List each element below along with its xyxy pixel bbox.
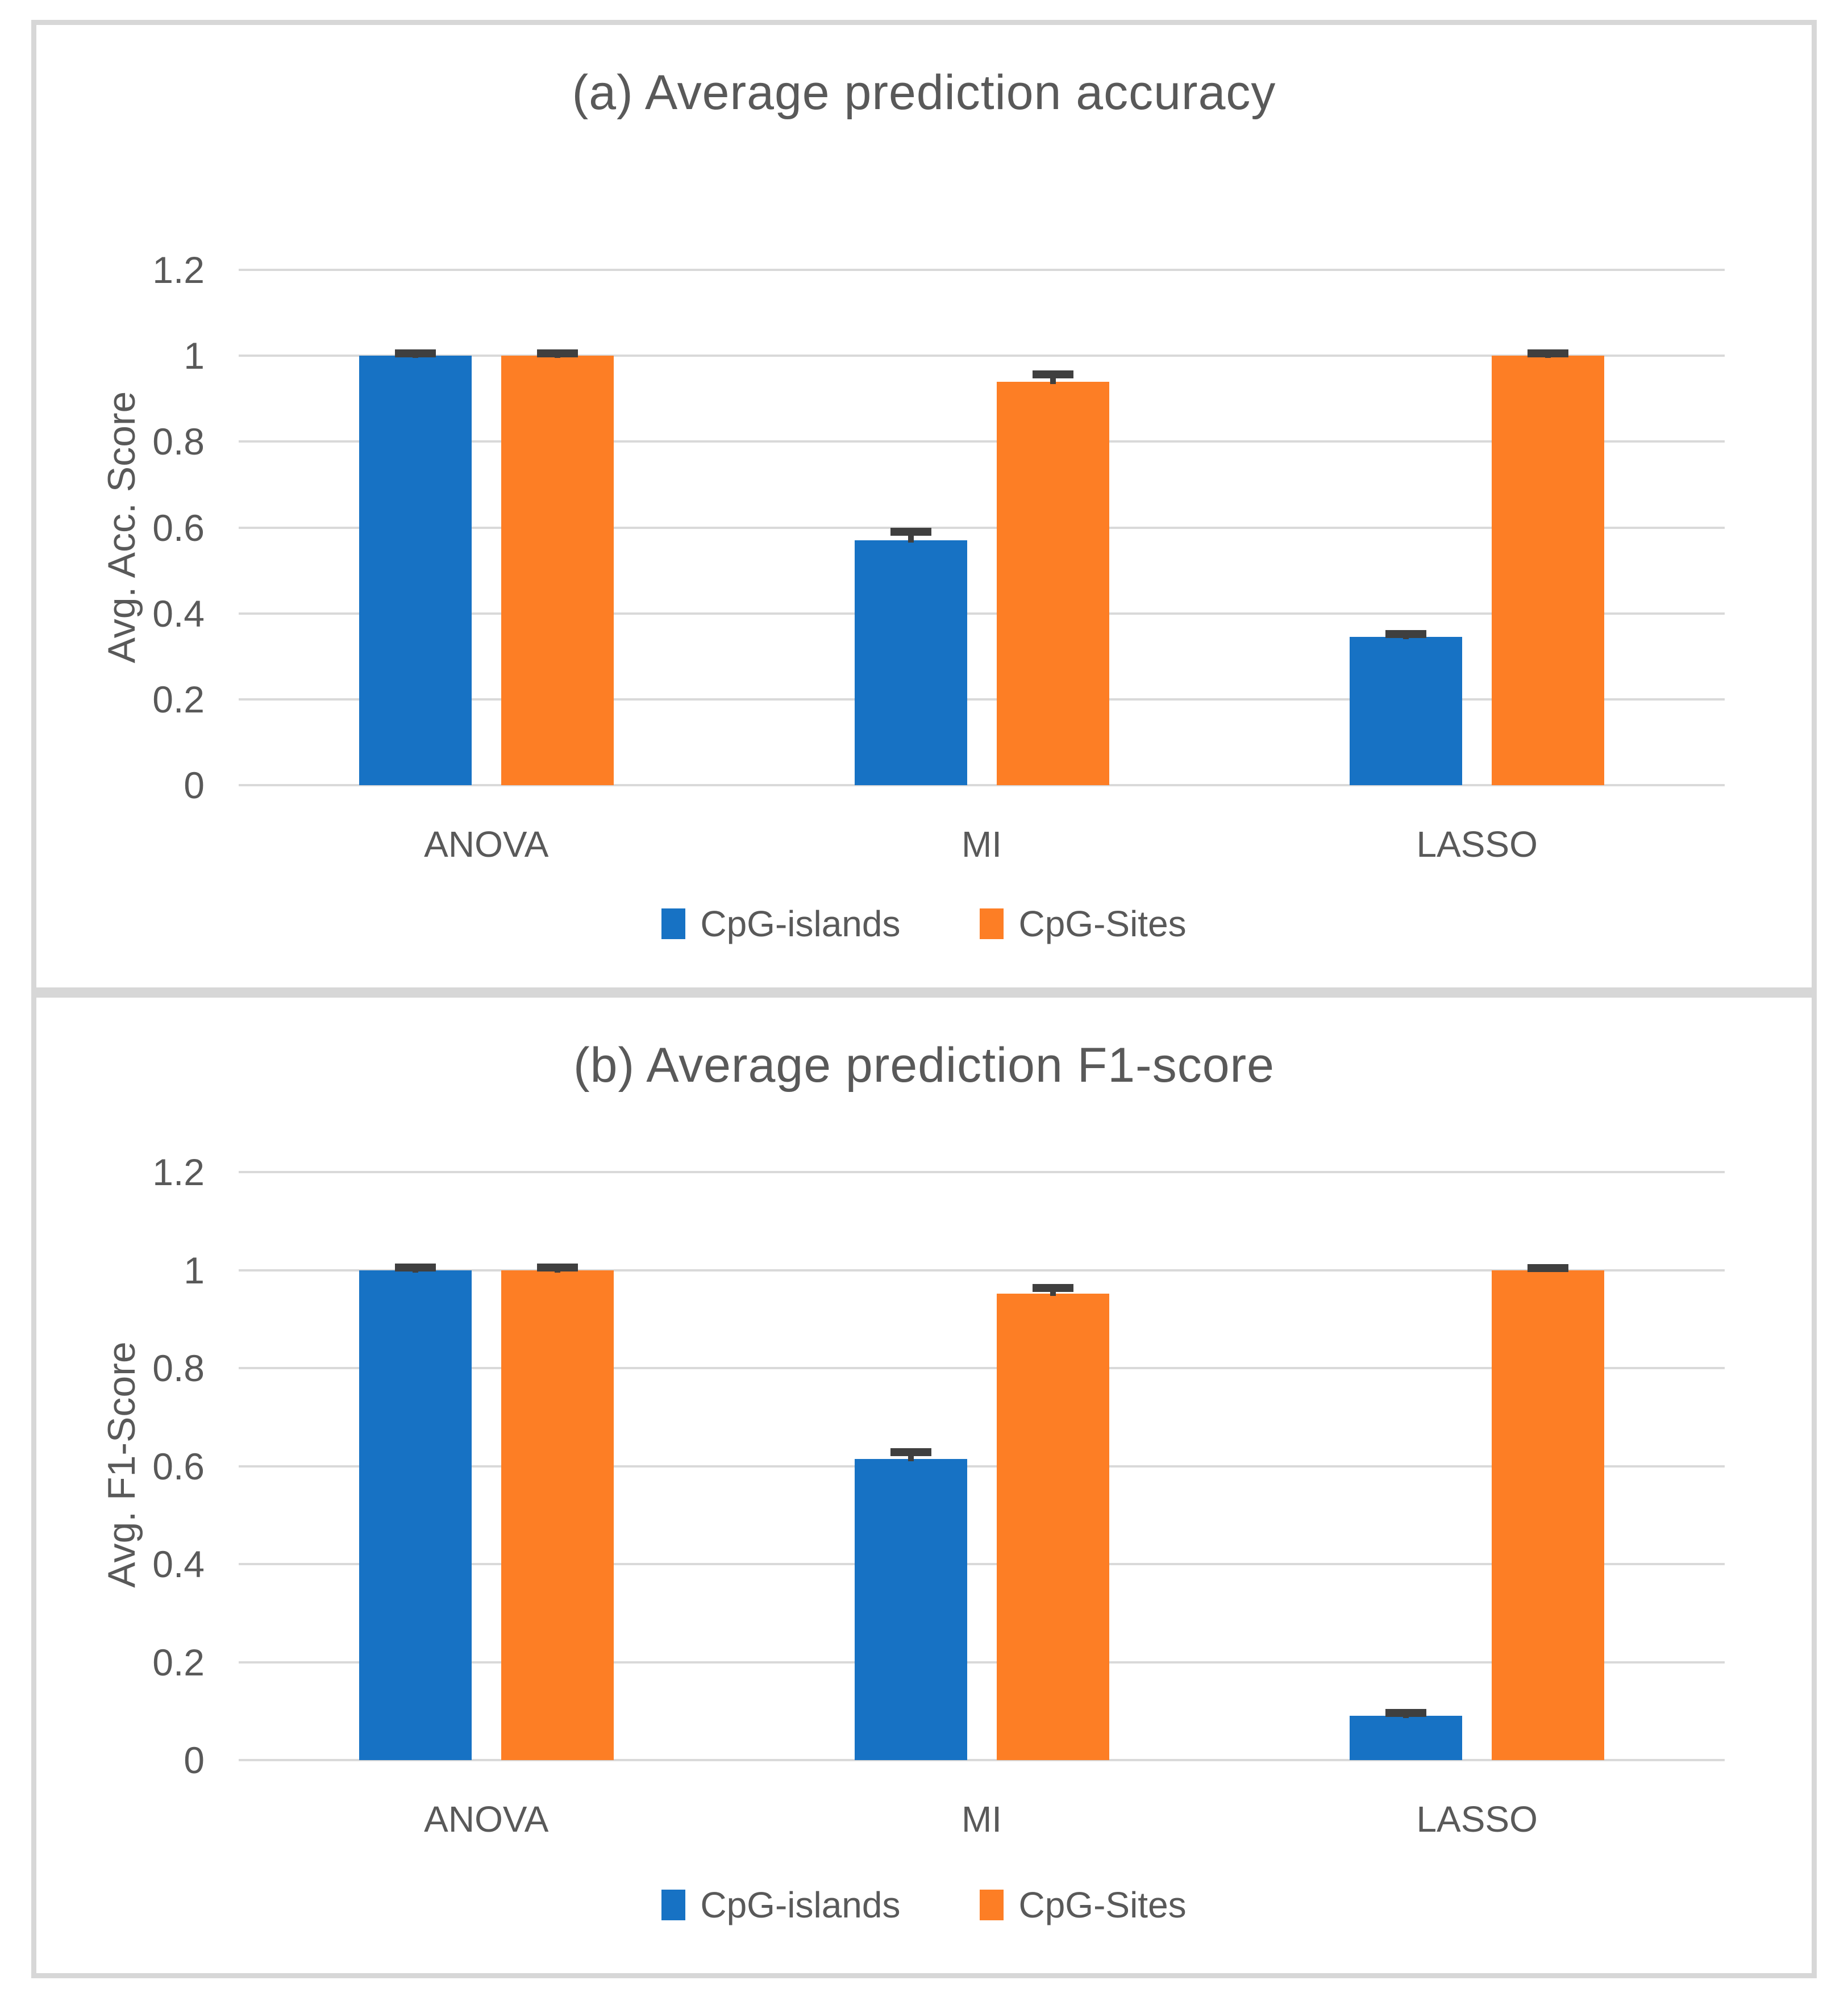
y-tick-label: 0 [184, 1739, 205, 1781]
x-category-label: ANOVA [424, 1799, 549, 1840]
gridline [239, 355, 1725, 357]
y-tick-label: 0 [184, 764, 205, 806]
error-bar-cap [394, 1264, 436, 1272]
bar-anova-cpg-islands [359, 1270, 472, 1760]
bar-lasso-cpg-sites [1492, 1270, 1605, 1760]
gridline [239, 1759, 1725, 1761]
panel-average-prediction-f1-score: (b) Average prediction F1-score Avg. F1-… [31, 993, 1817, 1978]
bar-mi-cpg-sites [996, 1293, 1109, 1760]
legend-label: CpG-Sites [1018, 1885, 1187, 1925]
error-bar-cap [890, 528, 931, 536]
error-bar-stem [1050, 374, 1056, 384]
error-bar-cap [890, 1448, 931, 1457]
y-tick-label: 0.4 [152, 592, 205, 635]
bar-lasso-cpg-islands [1350, 637, 1463, 785]
error-bar-stem [908, 532, 914, 543]
x-category-label: ANOVA [424, 824, 549, 865]
y-tick-label: 1.2 [152, 1151, 205, 1193]
y-tick-label: 1 [184, 1249, 205, 1291]
bar-mi-cpg-islands [854, 540, 967, 785]
error-bar-cap [394, 349, 436, 357]
error-bar-cap [536, 349, 578, 357]
gridline [239, 1563, 1725, 1565]
y-tick-label: 0.2 [152, 1641, 205, 1683]
legend-item: CpG-Sites [980, 1884, 1187, 1926]
gridline [239, 1171, 1725, 1173]
bar-anova-cpg-sites [501, 1270, 614, 1760]
bar-lasso-cpg-sites [1492, 356, 1605, 785]
gridline [239, 784, 1725, 786]
error-bar-stem [908, 1452, 914, 1461]
gridline [239, 1661, 1725, 1664]
legend-swatch-icon [980, 1890, 1004, 1920]
legend-label: CpG-islands [700, 1885, 901, 1925]
legend-swatch-icon [980, 908, 1004, 939]
legend-item: CpG-islands [661, 1884, 900, 1926]
chart-title: (a) Average prediction accuracy [572, 65, 1276, 120]
gridline [239, 440, 1725, 443]
error-bar-cap [1527, 1264, 1569, 1273]
legend-label: CpG-islands [700, 903, 901, 944]
error-bar-cap [1527, 349, 1569, 358]
y-tick-label: 0.6 [152, 1445, 205, 1487]
y-tick-label: 1.2 [152, 249, 205, 291]
gridline [239, 269, 1725, 271]
legend-label: CpG-Sites [1018, 903, 1187, 944]
gridline [239, 526, 1725, 529]
bar-anova-cpg-sites [501, 356, 614, 785]
error-bar-cap [1385, 629, 1427, 638]
chart-title: (b) Average prediction F1-score [573, 1038, 1275, 1093]
legend-item: CpG-islands [661, 903, 900, 945]
bar-anova-cpg-islands [359, 356, 472, 785]
bar-lasso-cpg-islands [1350, 1716, 1463, 1760]
gridline [239, 1465, 1725, 1467]
gridline [239, 698, 1725, 701]
panel-average-prediction-accuracy: (a) Average prediction accuracy Avg. Acc… [31, 20, 1817, 993]
y-tick-label: 1 [184, 335, 205, 377]
gridline [239, 612, 1725, 615]
x-category-label: MI [961, 1799, 1002, 1840]
x-category-label: LASSO [1416, 824, 1538, 865]
error-bar-cap [1385, 1709, 1427, 1717]
error-bar-cap [1032, 1284, 1073, 1293]
legend: CpG-islands CpG-Sites [36, 1884, 1812, 1926]
x-category-label: LASSO [1416, 1799, 1538, 1840]
gridline [239, 1269, 1725, 1271]
y-tick-label: 0.8 [152, 1347, 205, 1389]
y-tick-label: 0.8 [152, 420, 205, 463]
bar-mi-cpg-islands [854, 1458, 967, 1760]
legend-swatch-icon [661, 908, 686, 939]
error-bar-cap [1032, 370, 1073, 379]
error-bar-cap [536, 1264, 578, 1272]
bar-mi-cpg-sites [996, 381, 1109, 785]
y-tick-label: 0.6 [152, 506, 205, 549]
legend-item: CpG-Sites [980, 903, 1187, 945]
legend-swatch-icon [661, 1890, 686, 1920]
gridline [239, 1367, 1725, 1369]
legend: CpG-islands CpG-Sites [36, 903, 1812, 945]
x-category-label: MI [961, 824, 1002, 865]
y-tick-label: 0.2 [152, 678, 205, 720]
y-tick-label: 0.4 [152, 1543, 205, 1585]
